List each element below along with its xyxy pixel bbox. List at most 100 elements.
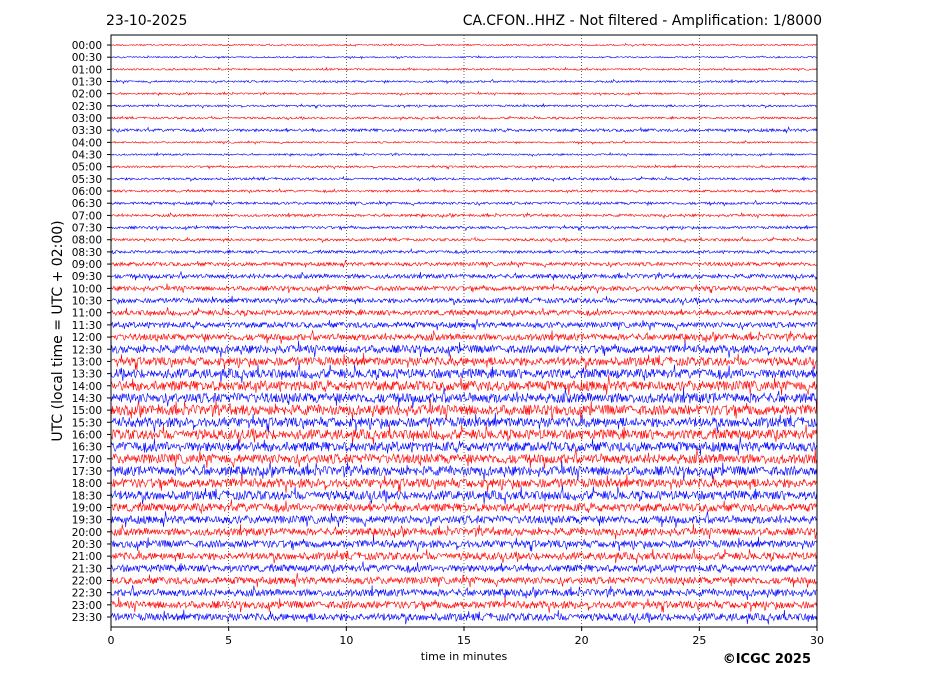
y-axis-label: UTC (local time = UTC + 02:00) bbox=[50, 220, 66, 441]
y-tick-label: 21:30 bbox=[72, 563, 102, 575]
y-tick-label: 11:30 bbox=[72, 320, 102, 332]
trace-1330 bbox=[110, 363, 817, 384]
trace-2000 bbox=[110, 523, 817, 540]
trace-1800 bbox=[110, 474, 817, 493]
trace-0430 bbox=[110, 151, 817, 158]
trace-2230 bbox=[110, 585, 817, 600]
trace-1030 bbox=[110, 295, 817, 307]
trace-2330 bbox=[110, 609, 817, 625]
y-tick-label: 14:30 bbox=[72, 393, 102, 405]
trace-0230 bbox=[110, 102, 817, 109]
y-tick-label: 06:00 bbox=[72, 186, 102, 198]
y-tick-label: 12:00 bbox=[72, 332, 102, 344]
y-tick-label: 18:30 bbox=[72, 490, 102, 502]
trace-2130 bbox=[110, 561, 817, 574]
y-tick-label: 13:30 bbox=[72, 369, 102, 381]
y-tick-label: 02:00 bbox=[72, 89, 102, 101]
y-tick-label: 07:00 bbox=[72, 210, 102, 222]
y-tick-label: 00:00 bbox=[72, 40, 102, 52]
trace-1500 bbox=[110, 399, 817, 421]
x-tick-label: 30 bbox=[810, 634, 824, 647]
x-tick-label: 10 bbox=[339, 634, 353, 647]
y-tick-label: 19:30 bbox=[72, 515, 102, 527]
trace-1700 bbox=[110, 448, 817, 469]
y-tick-label: 08:00 bbox=[72, 235, 102, 247]
x-tick-label: 5 bbox=[225, 634, 232, 647]
y-tick-label: 08:30 bbox=[72, 247, 102, 259]
trace-0400 bbox=[110, 140, 817, 145]
trace-0530 bbox=[110, 175, 817, 183]
trace-1230 bbox=[110, 340, 817, 358]
y-tick-label: 23:30 bbox=[72, 612, 102, 624]
y-tick-label: 20:30 bbox=[72, 539, 102, 551]
y-tick-label: 16:30 bbox=[72, 442, 102, 454]
trace-0000 bbox=[110, 42, 817, 48]
trace-0330 bbox=[110, 126, 817, 134]
trace-1400 bbox=[110, 375, 817, 396]
y-tick-label: 14:00 bbox=[72, 381, 102, 393]
plot-frame bbox=[110, 34, 818, 628]
y-tick-label: 21:00 bbox=[72, 551, 102, 563]
y-tick-label: 01:30 bbox=[72, 77, 102, 89]
trace-2300 bbox=[110, 596, 817, 613]
y-tick-label: 05:30 bbox=[72, 174, 102, 186]
y-tick-label: 05:00 bbox=[72, 162, 102, 174]
y-tick-label: 22:00 bbox=[72, 575, 102, 587]
x-tick-label: 25 bbox=[692, 634, 706, 647]
y-tick-label: 15:30 bbox=[72, 417, 102, 429]
y-tick-label: 11:00 bbox=[72, 308, 102, 320]
y-tick-label: 12:30 bbox=[72, 344, 102, 356]
x-tick-label: 0 bbox=[108, 634, 115, 647]
date-label: 23-10-2025 bbox=[106, 13, 187, 29]
trace-1730 bbox=[110, 460, 817, 481]
x-tick-label: 15 bbox=[457, 634, 471, 647]
y-tick-label: 04:00 bbox=[72, 137, 102, 149]
trace-0130 bbox=[110, 78, 817, 85]
trace-1900 bbox=[110, 499, 817, 514]
trace-0930 bbox=[110, 270, 817, 281]
y-tick-label: 09:00 bbox=[72, 259, 102, 271]
y-tick-label: 01:00 bbox=[72, 64, 102, 76]
trace-0600 bbox=[110, 187, 817, 194]
trace-1130 bbox=[110, 318, 817, 331]
x-tick-labels: 0 5 10 15 20 25 30 bbox=[108, 627, 824, 647]
y-tick-labels: 00:0000:3001:0001:3002:0002:3003:0003:30… bbox=[72, 40, 111, 624]
y-tick-label: 16:00 bbox=[72, 429, 102, 441]
y-tick-label: 07:30 bbox=[72, 223, 102, 235]
trace-0500 bbox=[110, 163, 817, 170]
y-tick-label: 03:00 bbox=[72, 113, 102, 125]
trace-0830 bbox=[110, 248, 817, 255]
trace-1830 bbox=[110, 485, 817, 505]
y-tick-label: 03:30 bbox=[72, 125, 102, 137]
y-tick-label: 17:30 bbox=[72, 466, 102, 478]
y-tick-label: 10:30 bbox=[72, 296, 102, 308]
trace-1100 bbox=[110, 307, 817, 317]
y-tick-label: 22:30 bbox=[72, 588, 102, 600]
trace-1930 bbox=[110, 511, 817, 528]
trace-1530 bbox=[110, 412, 817, 433]
copyright: ©ICGC 2025 bbox=[723, 652, 811, 667]
trace-2030 bbox=[110, 536, 817, 552]
y-tick-label: 17:00 bbox=[72, 454, 102, 466]
trace-0700 bbox=[110, 211, 817, 220]
trace-1630 bbox=[110, 436, 817, 456]
y-tick-label: 20:00 bbox=[72, 527, 102, 539]
traces bbox=[110, 42, 817, 625]
trace-0100 bbox=[110, 66, 817, 72]
y-tick-label: 04:30 bbox=[72, 150, 102, 162]
x-tick-label: 20 bbox=[575, 634, 589, 647]
y-tick-label: 06:30 bbox=[72, 198, 102, 210]
trace-1430 bbox=[110, 387, 817, 409]
y-tick-label: 13:00 bbox=[72, 356, 102, 368]
trace-2100 bbox=[110, 548, 817, 564]
trace-1600 bbox=[110, 423, 817, 445]
y-tick-label: 19:00 bbox=[72, 502, 102, 514]
x-axis-label: time in minutes bbox=[421, 650, 508, 663]
y-tick-label: 00:30 bbox=[72, 52, 102, 64]
grid-lines bbox=[228, 35, 700, 627]
trace-2200 bbox=[110, 572, 817, 588]
trace-0900 bbox=[110, 260, 817, 269]
y-tick-label: 23:00 bbox=[72, 600, 102, 612]
trace-1200 bbox=[110, 330, 817, 344]
y-tick-label: 18:00 bbox=[72, 478, 102, 490]
